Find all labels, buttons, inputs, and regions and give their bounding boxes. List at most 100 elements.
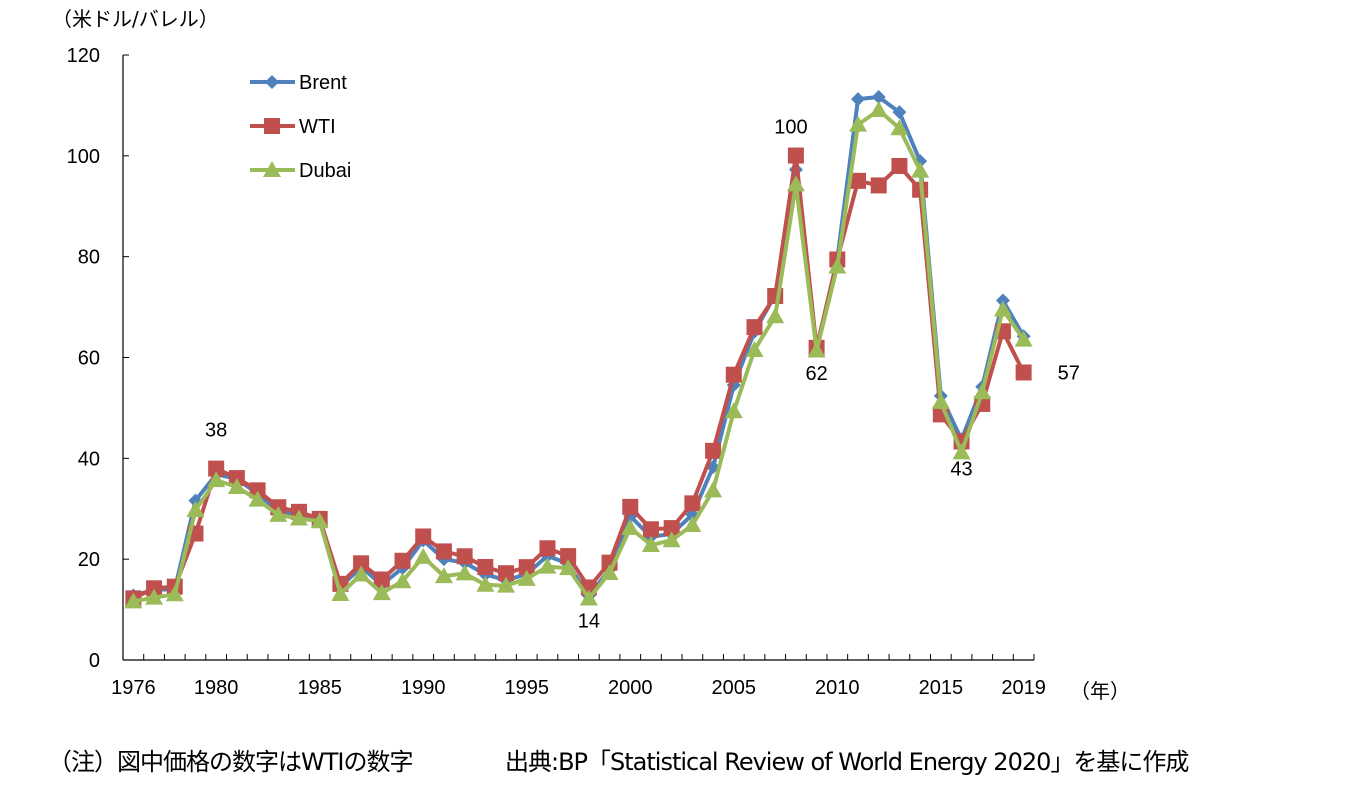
dubai-point <box>538 557 557 574</box>
dubai-point <box>186 501 205 518</box>
wti-point <box>415 528 432 545</box>
wti-point <box>498 565 515 582</box>
dubai-point <box>165 585 184 602</box>
wti-point <box>539 540 556 557</box>
dubai-point <box>393 572 412 589</box>
dubai-point <box>372 584 391 601</box>
data-label: 14 <box>578 610 600 632</box>
dubai-point <box>248 490 267 507</box>
dubai-point <box>455 564 474 581</box>
x-tick-label: 1990 <box>401 677 446 699</box>
legend-item-brent: Brent <box>250 72 347 94</box>
dubai-point <box>911 161 930 178</box>
data-label: 43 <box>950 458 972 480</box>
dubai-point <box>579 589 598 606</box>
brent-point <box>892 105 907 120</box>
dubai-point <box>662 531 681 548</box>
wti-point <box>684 495 701 512</box>
wti-point <box>891 157 908 174</box>
wti-point <box>663 520 680 537</box>
wti-line <box>132 153 1026 601</box>
dubai-point <box>269 505 288 522</box>
dubai-point <box>745 340 764 357</box>
wti-point <box>435 543 452 560</box>
series-dubai <box>124 101 1033 609</box>
wti-point <box>746 319 763 336</box>
legend-label: Brent <box>299 72 347 94</box>
wti-point <box>870 177 887 194</box>
data-label: 100 <box>774 117 807 139</box>
x-tick-label: 2015 <box>919 677 964 699</box>
dubai-point <box>559 559 578 576</box>
footnote: （注）図中価格の数字はWTIの数字 <box>48 748 413 776</box>
wti-point <box>353 555 370 572</box>
dubai-point <box>434 567 453 584</box>
wti-point <box>456 548 473 565</box>
y-tick-label: 60 <box>78 348 100 370</box>
legend-marker <box>264 118 280 134</box>
dubai-point <box>724 402 743 419</box>
wti-point <box>208 460 225 477</box>
dubai-point <box>600 564 619 581</box>
dubai-line <box>133 108 1026 604</box>
dubai-point <box>621 518 640 535</box>
dubai-point <box>869 101 888 118</box>
x-tick-label: 1995 <box>504 677 549 699</box>
dubai-point <box>476 575 495 592</box>
y-tick-label: 120 <box>67 45 100 67</box>
dubai-point <box>828 257 847 274</box>
x-tick-label: 1985 <box>297 677 342 699</box>
source-credit: 出典:BP「Statistical Review of World Energy… <box>505 748 1189 776</box>
dubai-point <box>683 515 702 532</box>
wti-point <box>560 548 577 565</box>
wti-point <box>705 442 722 459</box>
dubai-point <box>766 307 785 324</box>
legend-label: WTI <box>299 116 336 138</box>
dubai-point <box>704 481 723 498</box>
wti-point <box>642 521 659 538</box>
wti-point <box>146 580 163 597</box>
dubai-point <box>890 119 909 136</box>
wti-point <box>249 482 266 499</box>
brent-point <box>871 89 886 104</box>
y-tick-label: 40 <box>78 448 100 470</box>
y-axis-unit-label: （米ドル/バレル） <box>52 7 219 31</box>
dubai-point <box>807 341 826 358</box>
dubai-point <box>786 175 805 192</box>
wti-point <box>518 559 535 576</box>
dubai-point <box>849 115 868 132</box>
series-wti <box>125 147 1032 607</box>
dubai-point <box>331 584 350 601</box>
wti-point <box>622 498 639 515</box>
dubai-point <box>145 588 164 605</box>
brent-point <box>851 92 866 107</box>
wti-point <box>1015 364 1032 381</box>
dubai-point <box>952 443 971 460</box>
legend-marker <box>265 75 279 89</box>
legend-label: Dubai <box>299 160 351 182</box>
wti-point <box>787 147 804 164</box>
legend-item-dubai: Dubai <box>250 160 351 182</box>
dubai-point <box>497 576 516 593</box>
dubai-point <box>310 512 329 529</box>
legend: Brent WTI Dubai <box>250 72 351 182</box>
legend-item-wti: WTI <box>250 116 336 138</box>
x-tick-label: 2005 <box>712 677 757 699</box>
x-tick-label: 1976 <box>111 677 156 699</box>
dubai-point <box>124 592 143 609</box>
x-axis-unit-label: （年） <box>1070 679 1130 703</box>
x-tick-label: 1980 <box>194 677 239 699</box>
dubai-point <box>1014 330 1033 347</box>
dubai-point <box>973 383 992 400</box>
y-tick-label: 20 <box>78 549 100 571</box>
wti-point <box>725 366 742 383</box>
dubai-point <box>931 392 950 409</box>
dubai-point <box>641 535 660 552</box>
x-tick-label: 2019 <box>1001 677 1046 699</box>
dubai-point <box>993 300 1012 317</box>
dubai-point <box>227 477 246 494</box>
dubai-point <box>414 547 433 564</box>
dubai-point <box>352 565 371 582</box>
data-label: 62 <box>805 363 827 385</box>
y-tick-label: 0 <box>89 650 100 672</box>
